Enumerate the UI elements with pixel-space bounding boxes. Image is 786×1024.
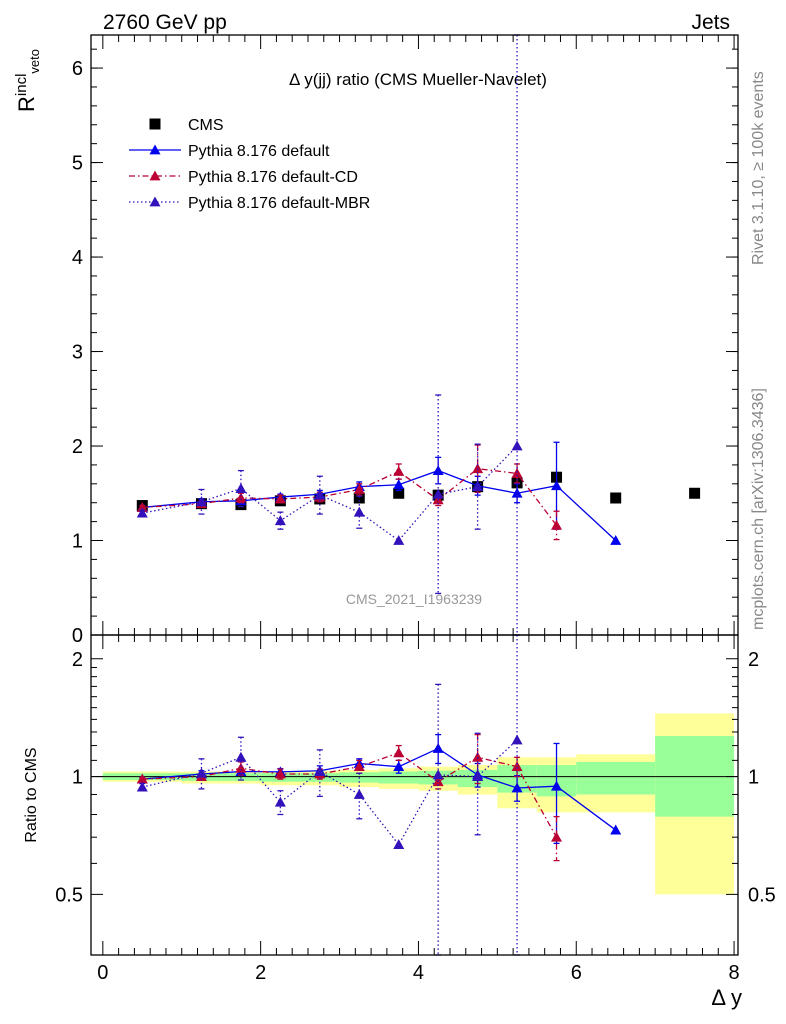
header-left: 2760 GeV pp [103, 11, 227, 34]
ratio-point-mbr [195, 767, 207, 778]
ratio-point-cd [511, 761, 523, 772]
ratio-ytick-label-right: 2 [748, 649, 759, 671]
main-ytick-label: 5 [72, 153, 83, 175]
xtick-label: 8 [728, 962, 739, 984]
ratio-band-inner [378, 771, 419, 784]
ratio-band-inner [576, 761, 656, 795]
main-point-default [511, 487, 523, 498]
main-point-cd [511, 467, 523, 478]
ratio-point-mbr [511, 734, 523, 745]
main-ytick-label: 4 [72, 247, 83, 269]
main-point-mbr [235, 483, 247, 493]
ratio-point-mbr [432, 769, 444, 780]
xtick-label: 2 [255, 962, 266, 984]
main-ytick-label: 1 [72, 531, 83, 553]
ratio-point-cd [353, 761, 365, 772]
main-ylabel: Rinclveto [13, 49, 42, 112]
main-point-mbr [274, 515, 286, 526]
cms-data-point [689, 487, 701, 499]
main-point-mbr [353, 506, 365, 517]
ratio-point-cd [472, 751, 484, 762]
legend-label-cms: CMS [188, 117, 224, 134]
main-point-default [551, 480, 563, 491]
svg-text:Rinclveto: Rinclveto [13, 49, 42, 112]
rivet-label: Rivet 3.1.10, ≥ 100k events [750, 71, 767, 265]
ratio-point-mbr [235, 751, 247, 762]
main-point-mbr [511, 440, 523, 451]
main-point-mbr [432, 488, 444, 499]
ratio-point-default [551, 780, 563, 791]
ratio-line-default [142, 747, 617, 831]
main-point-default [393, 479, 405, 490]
main-point-default [610, 535, 622, 545]
main-point-mbr [314, 489, 326, 500]
xtick-label: 4 [413, 962, 424, 984]
main-ytick-label: 2 [72, 436, 83, 458]
legend-label-default: Pythia 8.176 default [188, 143, 330, 160]
ratio-ytick-label-right: 0.5 [748, 884, 776, 906]
legend-label-cd: Pythia 8.176 default-CD [188, 169, 358, 186]
ratio-point-mbr [314, 766, 326, 776]
cms-data-point [353, 492, 365, 504]
ratio-point-mbr [393, 839, 405, 850]
main-point-default [432, 465, 444, 475]
main-point-mbr [195, 496, 207, 507]
main-line-default [142, 469, 617, 541]
main-title: Δ y(jj) ratio (CMS Mueller-Navelet) [289, 70, 547, 89]
ratio-ytick-label: 0.5 [55, 884, 83, 906]
mcplots-label: mcplots.cern.ch [arXiv:1306.3436] [750, 388, 767, 630]
legend-label-mbr: Pythia 8.176 default-MBR [188, 195, 370, 212]
legend-marker-cd [149, 170, 161, 181]
ratio-point-cd [136, 773, 148, 784]
ratio-point-cd [393, 747, 405, 758]
main-ytick-label: 3 [72, 342, 83, 364]
legend-marker-mbr [149, 196, 161, 207]
main-line-cd [142, 468, 558, 526]
cms-data-point [610, 492, 622, 504]
ratio-point-mbr [353, 788, 365, 799]
ratio-ytick-label: 2 [72, 649, 83, 671]
main-point-cd [235, 492, 247, 503]
ratio-ytick-label-right: 1 [748, 767, 759, 789]
main-line-mbr [142, 445, 518, 542]
ratio-point-default [610, 824, 622, 835]
main-point-mbr [472, 481, 484, 492]
cms-data-point [393, 487, 405, 499]
ratio-point-mbr [472, 771, 484, 781]
main-point-cd [274, 493, 286, 504]
ratio-point-mbr [274, 796, 286, 807]
watermark: CMS_2021_I1963239 [346, 591, 482, 607]
legend-marker-cms [149, 118, 161, 130]
header-right: Jets [691, 11, 730, 34]
x-axis-label: Δ y [711, 985, 742, 1010]
main-point-cd [353, 483, 365, 494]
main-point-cd [136, 501, 148, 512]
main-point-cd [551, 519, 563, 530]
xtick-label: 0 [97, 962, 108, 984]
main-point-mbr [136, 507, 148, 518]
ratio-ytick-label: 1 [72, 767, 83, 789]
ratio-point-cd [274, 768, 286, 779]
ratio-point-default [393, 761, 405, 772]
main-ytick-label: 0 [72, 625, 83, 647]
legend-marker-default [149, 144, 161, 155]
ratio-ylabel: Ratio to CMS [23, 747, 40, 842]
ratio-point-cd [551, 831, 563, 842]
main-point-cd [393, 466, 405, 476]
main-point-mbr [393, 535, 405, 545]
ratio-point-default [432, 742, 444, 753]
ratio-point-mbr [136, 781, 148, 792]
ratio-frame [90, 634, 739, 956]
xtick-label: 6 [571, 962, 582, 984]
main-ytick-label: 6 [72, 58, 83, 80]
ratio-point-cd [235, 762, 247, 773]
